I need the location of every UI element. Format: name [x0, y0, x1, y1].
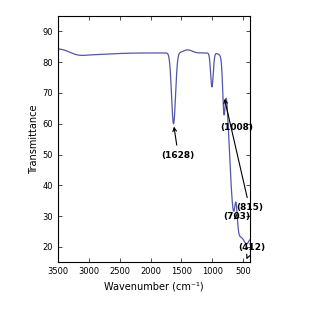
Text: (1008): (1008) [220, 123, 253, 132]
Text: (815): (815) [224, 100, 263, 212]
Text: (412): (412) [238, 243, 265, 258]
X-axis label: Wavenumber (cm⁻¹): Wavenumber (cm⁻¹) [104, 282, 204, 292]
Text: (703): (703) [224, 212, 251, 221]
Text: (1628): (1628) [162, 128, 195, 160]
Y-axis label: Transmittance: Transmittance [29, 104, 39, 174]
